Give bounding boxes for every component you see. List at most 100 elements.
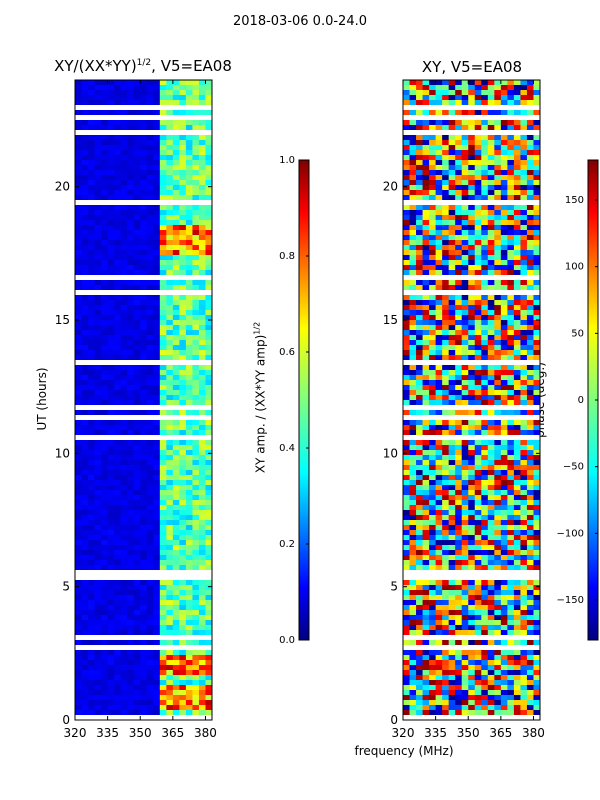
heatmap-cell [94,480,102,486]
heatmap-cell [442,435,450,441]
heatmap-cell [101,605,109,611]
heatmap-cell [448,335,456,341]
heatmap-cell [114,285,122,291]
heatmap-cell [146,210,154,216]
heatmap-cell [494,120,502,126]
heatmap-cell [198,715,206,721]
heatmap-cell [494,260,502,266]
heatmap-cell [159,115,167,121]
heatmap-cell [120,240,128,246]
heatmap-cell [107,185,115,191]
heatmap-cell [159,650,167,656]
heatmap-cell [468,400,476,406]
heatmap-cell [159,560,167,566]
heatmap-cell [88,705,96,711]
heatmap-cell [409,340,417,346]
heatmap-cell [442,575,450,581]
heatmap-cell [166,195,174,201]
heatmap-cell [88,380,96,386]
heatmap-cell [88,195,96,201]
heatmap-cell [185,530,193,536]
heatmap-cell [435,430,443,436]
heatmap-cell [526,80,534,86]
heatmap-cell [448,205,456,211]
heatmap-cell [481,205,489,211]
heatmap-cell [487,355,495,361]
heatmap-cell [455,120,463,126]
heatmap-cell [513,285,521,291]
heatmap-cell [474,220,482,226]
heatmap-cell [120,375,128,381]
heatmap-cell [101,355,109,361]
heatmap-cell [172,315,180,321]
heatmap-cell [114,90,122,96]
heatmap-cell [140,380,148,386]
heatmap-cell [185,620,193,626]
heatmap-cell [179,175,187,181]
heatmap-cell [192,715,200,721]
heatmap-cell [107,165,115,171]
heatmap-cell [159,310,167,316]
heatmap-cell [533,130,541,136]
heatmap-cell [455,220,463,226]
heatmap-cell [153,615,161,621]
heatmap-cell [172,600,180,606]
heatmap-cell [192,675,200,681]
heatmap-cell [140,445,148,451]
heatmap-cell [146,145,154,151]
heatmap-cell [94,135,102,141]
heatmap-cell [474,310,482,316]
heatmap-cell [481,320,489,326]
heatmap-cell [159,140,167,146]
heatmap-cell [442,565,450,571]
heatmap-cell [198,305,206,311]
heatmap-cell [127,450,135,456]
heatmap-cell [101,660,109,666]
heatmap-cell [179,615,187,621]
heatmap-cell [500,530,508,536]
heatmap-cell [179,125,187,131]
heatmap-cell [107,515,115,521]
heatmap-cell [429,360,437,366]
heatmap-cell [172,445,180,451]
heatmap-cell [133,610,141,616]
heatmap-cell [533,390,541,396]
heatmap-cell [468,480,476,486]
heatmap-cell [75,600,83,606]
heatmap-cell [507,205,515,211]
heatmap-cell [500,555,508,561]
heatmap-cell [455,160,463,166]
heatmap-cell [133,255,141,261]
heatmap-cell [442,455,450,461]
heatmap-cell [94,380,102,386]
heatmap-cell [101,390,109,396]
heatmap-cell [133,550,141,556]
heatmap-cell [494,85,502,91]
heatmap-cell [461,85,469,91]
heatmap-cell [448,560,456,566]
heatmap-cell [533,260,541,266]
heatmap-cell [526,475,534,481]
heatmap-cell [153,595,161,601]
heatmap-cell [429,440,437,446]
heatmap-cell [159,580,167,586]
heatmap-cell [88,625,96,631]
heatmap-cell [409,430,417,436]
heatmap-cell [403,175,411,181]
heatmap-cell [494,170,502,176]
heatmap-cell [146,315,154,321]
heatmap-cell [494,240,502,246]
heatmap-cell [409,405,417,411]
heatmap-cell [166,330,174,336]
heatmap-cell [435,610,443,616]
heatmap-cell [533,405,541,411]
heatmap-cell [192,405,200,411]
heatmap-cell [179,510,187,516]
heatmap-cell [442,495,450,501]
heatmap-cell [94,530,102,536]
heatmap-cell [172,680,180,686]
heatmap-cell [120,245,128,251]
heatmap-cell [507,560,515,566]
heatmap-cell [172,715,180,721]
heatmap-cell [533,355,541,361]
